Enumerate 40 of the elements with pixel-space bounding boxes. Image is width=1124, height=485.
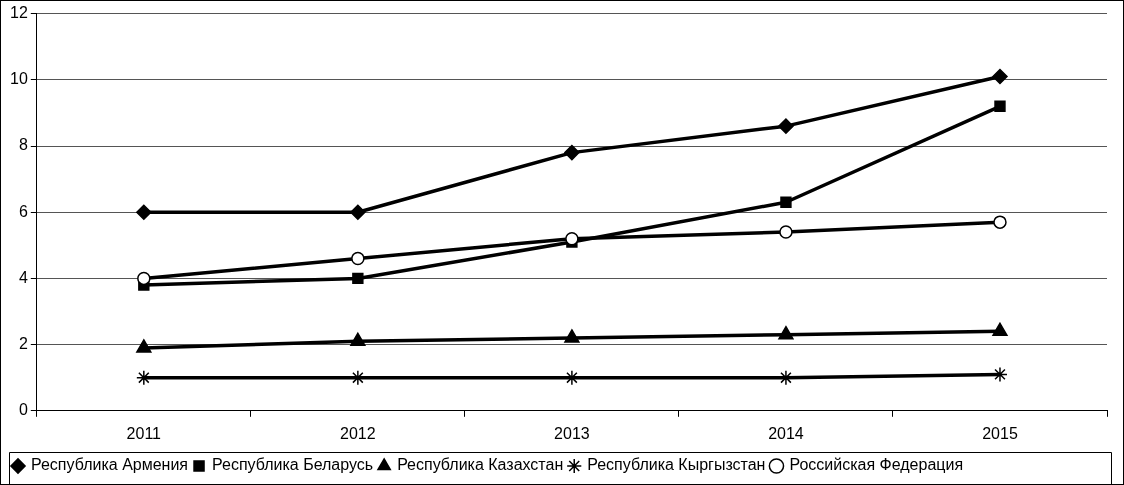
point bbox=[564, 144, 580, 161]
x-tick-label: 2012 bbox=[340, 424, 376, 442]
point bbox=[136, 369, 152, 386]
point bbox=[780, 196, 792, 208]
point bbox=[779, 225, 793, 239]
x-tick-label: 2013 bbox=[554, 424, 590, 442]
point bbox=[994, 100, 1006, 112]
point bbox=[778, 325, 794, 340]
point bbox=[565, 231, 579, 246]
point bbox=[136, 204, 152, 220]
point bbox=[350, 332, 366, 347]
point bbox=[778, 369, 794, 386]
y-tick-label: 8 bbox=[18, 136, 28, 154]
x-tick-label: 2014 bbox=[768, 424, 804, 442]
point bbox=[992, 68, 1008, 85]
y-tick-label: 12 bbox=[10, 4, 28, 22]
x-tick-label: 2015 bbox=[982, 424, 1018, 442]
point bbox=[992, 322, 1008, 337]
point bbox=[564, 369, 580, 386]
point bbox=[778, 118, 794, 134]
legend-label: Российская Федерация bbox=[789, 456, 964, 474]
point bbox=[992, 366, 1008, 383]
point bbox=[350, 204, 366, 220]
point bbox=[352, 272, 364, 285]
point bbox=[137, 271, 151, 286]
y-tick-label: 0 bbox=[18, 401, 28, 419]
x-tick-label: 2011 bbox=[126, 424, 162, 442]
legend-label: Республика Кыргызстан bbox=[587, 456, 766, 474]
point bbox=[350, 369, 366, 386]
point bbox=[136, 339, 152, 353]
point bbox=[351, 251, 365, 266]
point bbox=[564, 329, 580, 343]
legend-label: Республика Беларусь bbox=[212, 456, 374, 474]
y-tick-label: 10 bbox=[10, 70, 28, 88]
legend-label: Республика Армения bbox=[31, 456, 189, 474]
legend-label: Республика Казахстан bbox=[397, 456, 564, 474]
point bbox=[993, 215, 1007, 229]
y-tick-label: 4 bbox=[18, 268, 28, 286]
y-tick-label: 6 bbox=[18, 202, 28, 220]
y-tick-label: 2 bbox=[18, 335, 28, 353]
